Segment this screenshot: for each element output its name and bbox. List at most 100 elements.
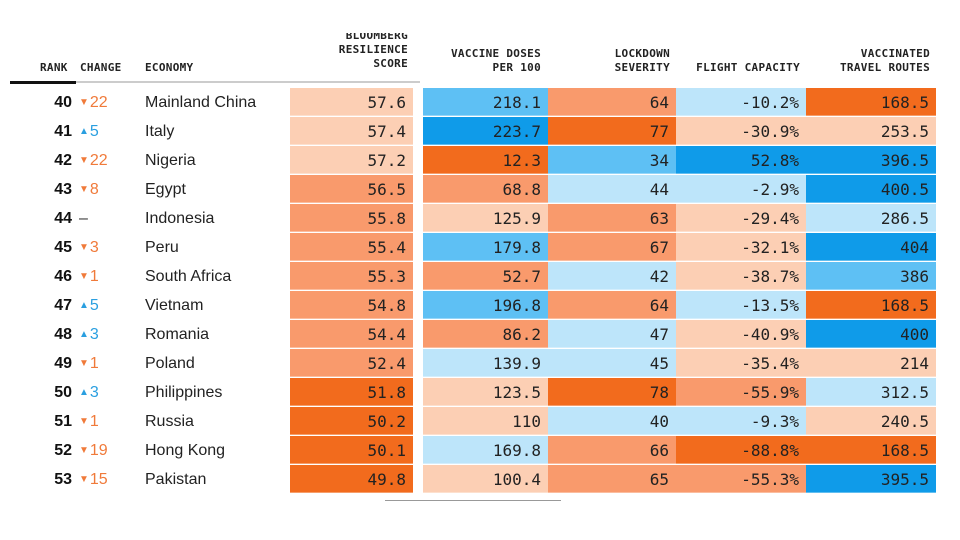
down-arrow-icon: ▼ (79, 445, 89, 456)
rank: 52 (54, 442, 72, 459)
flight-cell: -29.4% (676, 204, 806, 232)
rank-change: ▼1 (79, 407, 99, 436)
table-row: 45 ▼3 Peru 55.4 179.8 67 -32.1% 404 (0, 233, 960, 262)
economy-name: Egypt (145, 181, 186, 198)
flight-cell: -9.3% (676, 407, 806, 435)
score-cell: 55.8 (290, 204, 413, 232)
rank-change: ▲3 (79, 378, 99, 407)
table-body: 40 ▼22 Mainland China 57.6 218.1 64 -10.2% 168.… (0, 88, 960, 494)
economy-name: Philippines (145, 384, 223, 401)
header-rank[interactable]: RANK (40, 61, 68, 74)
up-arrow-icon: ▲ (79, 329, 89, 340)
flight-cell: -2.9% (676, 175, 806, 203)
economy-name: Peru (145, 239, 179, 256)
header-score[interactable]: BLOOMBERG RESILIENCE SCORE (290, 33, 408, 71)
flight-cell: -10.2% (676, 88, 806, 116)
lockdown-cell: 64 (548, 88, 676, 116)
table-row: 48 ▲3 Romania 54.4 86.2 47 -40.9% 400 (0, 320, 960, 349)
vaccine-cell: 68.8 (423, 175, 548, 203)
lockdown-cell: 44 (548, 175, 676, 203)
lockdown-cell: 67 (548, 233, 676, 261)
rank: 47 (54, 297, 72, 314)
rank-change: ▼1 (79, 262, 99, 291)
table-row: 49 ▼1 Poland 52.4 139.9 45 -35.4% 214 (0, 349, 960, 378)
rank: 42 (54, 152, 72, 169)
change-value: – (79, 210, 88, 227)
vaccine-cell: 100.4 (423, 465, 548, 493)
lockdown-cell: 45 (548, 349, 676, 377)
vaccine-cell: 139.9 (423, 349, 548, 377)
header-vaccine-line: VACCINE DOSES (451, 47, 541, 60)
rank-change: ▼22 (79, 88, 108, 117)
table-row: 51 ▼1 Russia 50.2 110 40 -9.3% 240.5 (0, 407, 960, 436)
rank: 41 (54, 123, 72, 140)
rank: 53 (54, 471, 72, 488)
flight-cell: -13.5% (676, 291, 806, 319)
score-cell: 54.8 (290, 291, 413, 319)
rank: 49 (54, 355, 72, 372)
travel-cell: 395.5 (806, 465, 936, 493)
header-score-line: BLOOMBERG (345, 33, 408, 42)
flight-cell: -88.8% (676, 436, 806, 464)
table-row: 47 ▲5 Vietnam 54.8 196.8 64 -13.5% 168.5 (0, 291, 960, 320)
vaccine-cell: 86.2 (423, 320, 548, 348)
score-cell: 50.1 (290, 436, 413, 464)
economy-name: Vietnam (145, 297, 204, 314)
up-arrow-icon: ▲ (79, 126, 89, 137)
rank-change: ▼3 (79, 233, 99, 262)
score-cell: 51.8 (290, 378, 413, 406)
flight-cell: -55.9% (676, 378, 806, 406)
lockdown-cell: 64 (548, 291, 676, 319)
rank: 43 (54, 181, 72, 198)
header-travel[interactable]: VACCINATED TRAVEL ROUTES (806, 47, 930, 75)
sort-indicator (10, 81, 76, 84)
score-cell: 54.4 (290, 320, 413, 348)
table-row: 43 ▼8 Egypt 56.5 68.8 44 -2.9% 400.5 (0, 175, 960, 204)
header-travel-line: TRAVEL ROUTES (840, 61, 930, 74)
header-score-line: RESILIENCE (338, 43, 408, 56)
travel-cell: 396.5 (806, 146, 936, 174)
change-value: 1 (89, 413, 99, 430)
header-score-line: SCORE (373, 57, 408, 70)
table-row: 41 ▲5 Italy 57.4 223.7 77 -30.9% 253.5 (0, 117, 960, 146)
economy-name: Italy (145, 123, 175, 140)
rank-change: ▼19 (79, 436, 108, 465)
change-value: 19 (89, 442, 108, 459)
travel-cell: 253.5 (806, 117, 936, 145)
score-cell: 55.4 (290, 233, 413, 261)
change-value: 3 (89, 326, 99, 343)
header-change[interactable]: CHANGE (80, 61, 122, 74)
change-value: 15 (89, 471, 108, 488)
header-vaccine[interactable]: VACCINE DOSES PER 100 (423, 47, 541, 75)
score-cell: 57.6 (290, 88, 413, 116)
header-vaccine-line: PER 100 (492, 61, 541, 74)
rank: 40 (54, 94, 72, 111)
table-row: 42 ▼22 Nigeria 57.2 12.3 34 52.8% 396.5 (0, 146, 960, 175)
change-value: 5 (89, 297, 99, 314)
header-economy[interactable]: ECONOMY (145, 61, 194, 74)
travel-cell: 240.5 (806, 407, 936, 435)
travel-cell: 400 (806, 320, 936, 348)
change-value: 8 (89, 181, 99, 198)
header-lockdown[interactable]: LOCKDOWN SEVERITY (548, 47, 670, 75)
down-arrow-icon: ▼ (79, 242, 89, 253)
down-arrow-icon: ▼ (79, 271, 89, 282)
vaccine-cell: 223.7 (423, 117, 548, 145)
lockdown-cell: 65 (548, 465, 676, 493)
flight-cell: -30.9% (676, 117, 806, 145)
vaccine-cell: 110 (423, 407, 548, 435)
travel-cell: 400.5 (806, 175, 936, 203)
change-value: 22 (89, 94, 108, 111)
lockdown-cell: 40 (548, 407, 676, 435)
economy-name: Poland (145, 355, 195, 372)
header-divider (10, 81, 420, 83)
score-cell: 52.4 (290, 349, 413, 377)
header-flight[interactable]: FLIGHT CAPACITY (696, 61, 800, 74)
vaccine-cell: 123.5 (423, 378, 548, 406)
rank: 50 (54, 384, 72, 401)
change-value: 5 (89, 123, 99, 140)
vaccine-cell: 52.7 (423, 262, 548, 290)
change-value: 22 (89, 152, 108, 169)
flight-cell: -38.7% (676, 262, 806, 290)
down-arrow-icon: ▼ (79, 155, 89, 166)
